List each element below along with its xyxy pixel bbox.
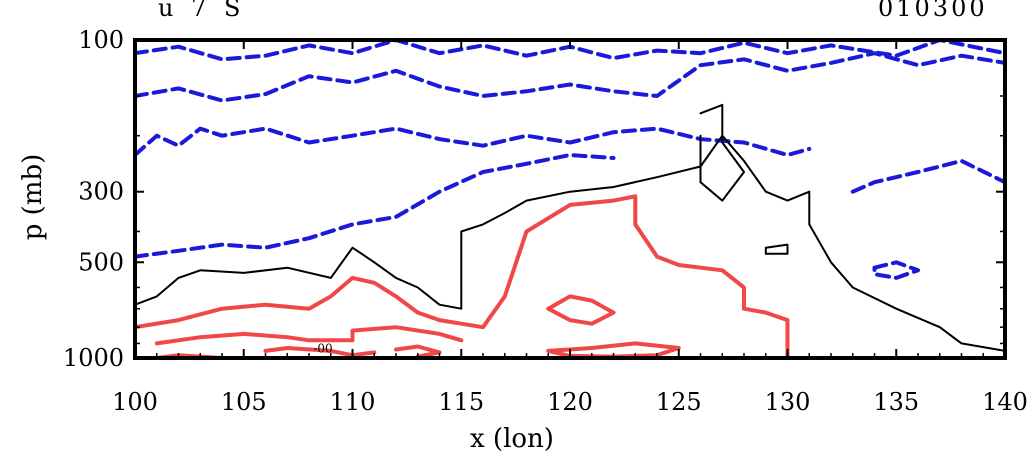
contour-negative-5	[872, 260, 920, 280]
x-tick-label: 140	[982, 388, 1028, 416]
y-axis-label: p (mb)	[18, 153, 48, 241]
plot-frame	[133, 38, 1007, 360]
y-tick-label: 300	[78, 178, 124, 206]
x-axis-label: x (lon)	[470, 424, 554, 454]
x-tick-label: 135	[873, 388, 919, 416]
y-tick-label: 500	[78, 248, 124, 276]
contour-negative-2	[135, 126, 812, 157]
y-tick-label: 100	[78, 26, 124, 54]
contour-negative-4	[850, 158, 1005, 194]
chart-title-right: 010300	[878, 0, 988, 22]
x-tick-label: 100	[112, 388, 158, 416]
contour-annotation: -00	[313, 341, 332, 355]
contour-zero-7	[699, 103, 745, 202]
contour-negative-3	[135, 153, 616, 259]
chart-title-left: u 7 S	[158, 0, 246, 22]
contour-positive-10	[154, 325, 464, 346]
contour-positive-12	[546, 294, 616, 326]
contour-negative-1	[135, 51, 1005, 103]
x-tick-label: 125	[656, 388, 702, 416]
y-tick-label: 1000	[63, 344, 124, 372]
contour-positive-15	[394, 344, 442, 358]
contour-zero-8	[764, 243, 789, 255]
x-tick-label: 115	[438, 388, 484, 416]
x-tick-label: 110	[330, 388, 376, 416]
contour-zero-6	[135, 134, 1005, 352]
contour-negative-0	[135, 40, 1005, 62]
x-tick-label: 120	[547, 388, 593, 416]
x-tick-label: 105	[221, 388, 267, 416]
x-tick-label: 130	[765, 388, 811, 416]
contour-positive-9	[135, 194, 790, 358]
contour-positive-11	[263, 346, 377, 358]
